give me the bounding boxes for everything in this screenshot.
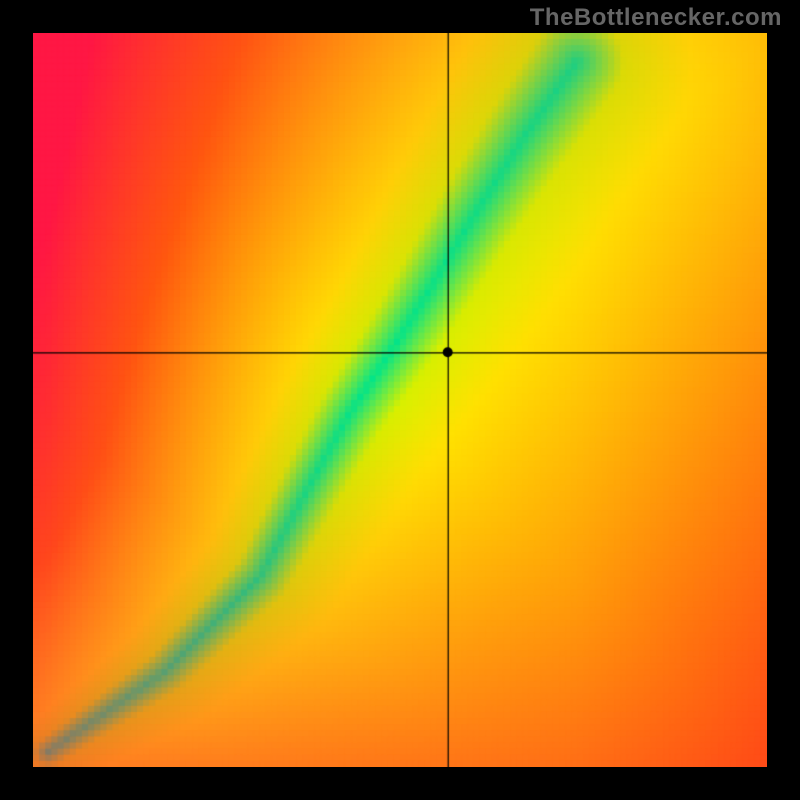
watermark-label: TheBottlenecker.com <box>530 4 782 32</box>
chart-container: TheBottlenecker.com <box>0 0 800 800</box>
bottleneck-heatmap <box>33 33 767 767</box>
